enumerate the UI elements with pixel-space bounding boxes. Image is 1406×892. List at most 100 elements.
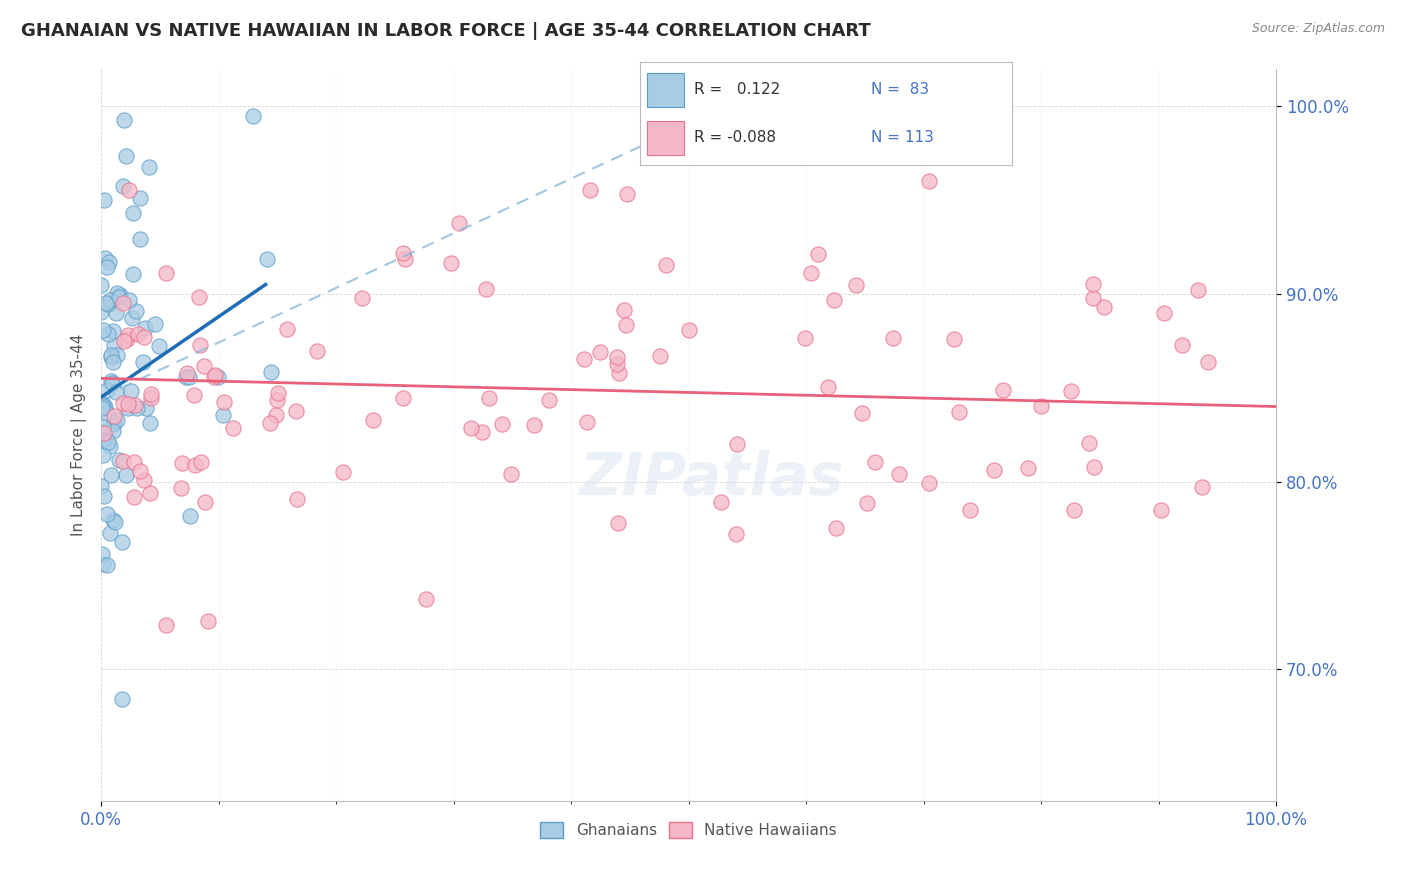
Point: [135, 401, 157, 416]
Point: [155, 266, 177, 280]
Point: [96, 383, 118, 397]
Y-axis label: In Labor Force | Age 35-44: In Labor Force | Age 35-44: [72, 334, 87, 536]
Point: [105, 384, 128, 399]
Point: [1083, 460, 1105, 475]
Point: [101, 417, 124, 431]
Point: [134, 330, 156, 344]
Point: [983, 463, 1005, 477]
Point: [105, 413, 128, 427]
Point: [352, 291, 374, 305]
Point: [725, 527, 748, 541]
Point: [100, 350, 122, 364]
Point: [139, 391, 162, 405]
Point: [112, 296, 135, 310]
Point: [91, 433, 114, 447]
Point: [118, 183, 141, 197]
Point: [125, 401, 148, 415]
Point: [959, 502, 981, 516]
Point: [918, 174, 941, 188]
Point: [188, 290, 211, 304]
Point: [125, 304, 148, 318]
Point: [194, 495, 217, 509]
Bar: [647, 73, 685, 106]
Point: [1078, 435, 1101, 450]
Point: [103, 337, 125, 351]
Point: [94, 295, 117, 310]
Point: [523, 418, 546, 433]
Point: [576, 416, 599, 430]
Point: [678, 323, 700, 337]
Point: [537, 392, 560, 407]
Point: [111, 396, 134, 410]
Point: [112, 453, 135, 467]
Point: [93, 448, 115, 462]
Point: [616, 187, 638, 202]
Point: [120, 384, 142, 398]
Point: [122, 491, 145, 505]
Point: [817, 380, 839, 394]
Point: [91, 419, 114, 434]
Text: R = -0.088: R = -0.088: [693, 130, 776, 145]
Point: [96, 260, 118, 274]
Point: [138, 161, 160, 175]
Point: [124, 399, 146, 413]
Point: [115, 333, 138, 347]
Point: [91, 547, 114, 561]
Point: [889, 467, 911, 481]
Point: [111, 691, 134, 706]
Point: [307, 343, 329, 358]
Point: [104, 306, 127, 320]
Point: [97, 297, 120, 311]
Point: [1060, 384, 1083, 398]
Point: [882, 330, 904, 344]
Point: [115, 468, 138, 483]
Point: [103, 409, 125, 424]
Point: [96, 432, 118, 446]
Point: [793, 330, 815, 344]
Point: [204, 368, 226, 383]
Point: [131, 354, 153, 368]
Point: [865, 455, 887, 469]
Point: [143, 317, 166, 331]
Point: [128, 191, 150, 205]
Point: [93, 489, 115, 503]
Point: [132, 473, 155, 487]
Point: [117, 328, 139, 343]
Point: [91, 401, 114, 416]
Point: [134, 320, 156, 334]
Point: [93, 193, 115, 207]
Point: [96, 558, 118, 572]
Point: [96, 406, 118, 420]
Point: [851, 406, 873, 420]
Point: [361, 413, 384, 427]
Point: [460, 421, 482, 435]
Point: [948, 405, 970, 419]
Point: [394, 252, 416, 266]
Point: [101, 425, 124, 439]
Point: [211, 408, 233, 422]
Text: Source: ZipAtlas.com: Source: ZipAtlas.com: [1251, 22, 1385, 36]
Point: [139, 416, 162, 430]
Point: [93, 425, 115, 440]
Point: [471, 425, 494, 440]
Point: [197, 614, 219, 628]
Point: [112, 113, 135, 128]
Point: [264, 409, 287, 423]
Point: [266, 386, 288, 401]
Point: [121, 268, 143, 282]
Point: [1187, 283, 1209, 297]
Point: [1083, 292, 1105, 306]
Point: [242, 109, 264, 123]
Point: [100, 468, 122, 483]
Point: [176, 370, 198, 384]
Point: [1197, 355, 1219, 369]
Point: [100, 374, 122, 388]
Point: [117, 397, 139, 411]
Point: [91, 323, 114, 337]
Point: [170, 481, 193, 495]
Bar: [647, 121, 685, 155]
Point: [266, 393, 288, 408]
Point: [392, 392, 415, 406]
Point: [172, 457, 194, 471]
Point: [284, 404, 307, 418]
